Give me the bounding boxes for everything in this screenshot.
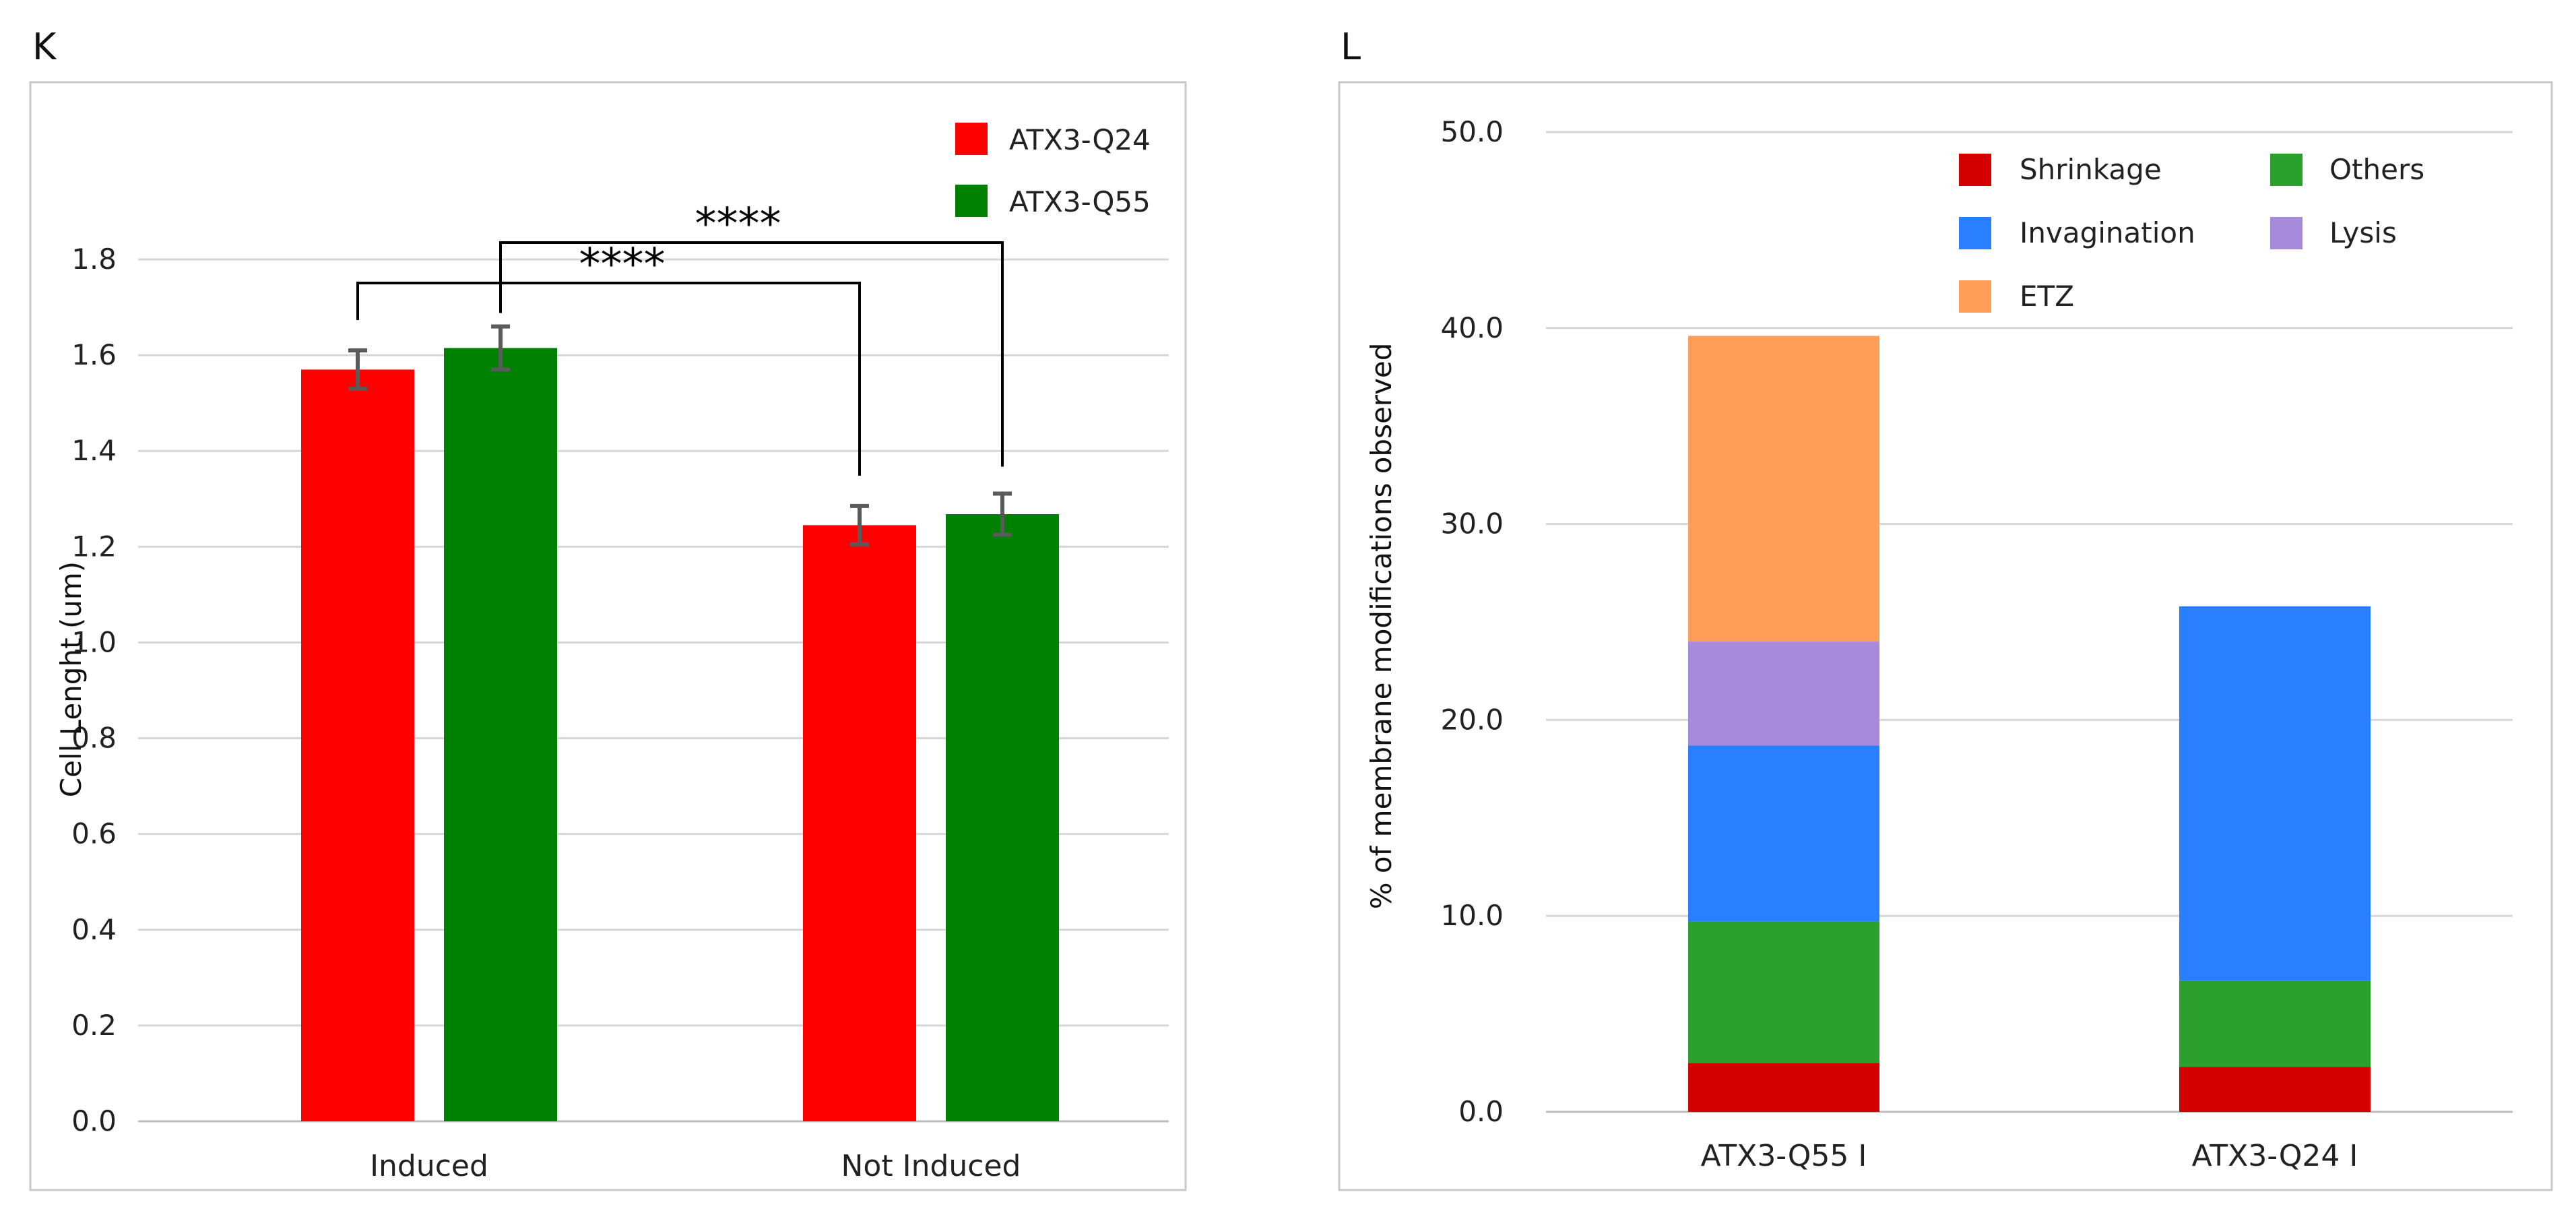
k-legend-swatch-q24 — [955, 123, 988, 155]
k-significance-label: **** — [695, 199, 781, 249]
k-y-tick-label: 0.2 — [71, 1009, 117, 1042]
k-y-axis-label: Cell Lenght (um) — [55, 561, 88, 797]
k-y-tick-label: 0.4 — [71, 913, 117, 946]
l-legend-swatch-others — [2270, 154, 2303, 186]
l-bar-segment — [1688, 336, 1879, 642]
l-x-tick-label: ATX3-Q24 I — [2192, 1139, 2358, 1173]
k-error-bar — [850, 503, 869, 546]
k-bar — [803, 525, 916, 1121]
l-bar-segment — [1688, 921, 1879, 1063]
k-y-tick-label: 1.0 — [71, 625, 117, 658]
l-bar-segment — [2179, 606, 2371, 981]
l-legend-swatch-lysis — [2270, 217, 2303, 249]
l-bar-segment — [1688, 1063, 1879, 1112]
l-bar-segment — [1688, 745, 1879, 922]
l-bar-segment — [2179, 1067, 2371, 1112]
k-error-bar — [348, 348, 367, 391]
k-y-tick-label: 1.2 — [71, 530, 117, 563]
k-legend-swatch-q55 — [955, 185, 988, 217]
k-bar — [946, 514, 1059, 1121]
k-bars — [301, 348, 1059, 1122]
k-x-tick-labels: Induced Not Induced — [370, 1149, 1021, 1183]
k-y-tick-labels: 0.0 0.2 0.4 0.6 0.8 1.0 1.2 1.4 1.6 1.8 — [71, 243, 117, 1137]
k-x-tick-label: Not Induced — [841, 1149, 1021, 1183]
k-bar — [444, 348, 557, 1121]
l-x-tick-label: ATX3-Q55 I — [1701, 1139, 1867, 1173]
k-legend[interactable]: ATX3-Q24 ATX3-Q55 — [955, 123, 1151, 218]
l-bar-segment — [1688, 642, 1879, 746]
k-significance: **** **** — [356, 199, 1004, 476]
l-y-axis-label: % of membrane modifications observed — [1365, 343, 1398, 910]
k-y-tick-label: 1.6 — [71, 338, 117, 371]
l-y-tick-label: 20.0 — [1440, 703, 1504, 736]
l-x-tick-labels: ATX3-Q55 I ATX3-Q24 I — [1701, 1139, 2358, 1173]
l-y-tick-label: 40.0 — [1440, 311, 1504, 344]
k-legend-label-q55: ATX3-Q55 — [1009, 185, 1151, 218]
l-bar-segment — [2179, 980, 2371, 1067]
l-legend-label-lysis: Lysis — [2329, 216, 2397, 249]
k-y-tick-label: 0.6 — [71, 817, 117, 850]
l-y-tick-label: 30.0 — [1440, 507, 1504, 540]
k-legend-label-q24: ATX3-Q24 — [1009, 123, 1151, 156]
k-y-tick-label: 1.4 — [71, 434, 117, 467]
k-error-bar — [993, 491, 1012, 537]
l-legend-swatch-shrinkage — [1959, 154, 1991, 186]
l-y-tick-label: 0.0 — [1458, 1095, 1504, 1128]
l-y-tick-label: 10.0 — [1440, 899, 1504, 932]
k-significance-bracket — [356, 282, 861, 476]
l-legend-label-shrinkage: Shrinkage — [2020, 153, 2162, 186]
l-y-tick-label: 50.0 — [1440, 115, 1504, 148]
l-legend-swatch-invagination — [1959, 217, 1991, 249]
l-legend[interactable]: Shrinkage Others Invagination Lysis ETZ — [1959, 153, 2424, 313]
panel-k-frame — [29, 81, 1187, 1191]
l-legend-swatch-etz — [1959, 280, 1991, 313]
k-y-tick-label: 1.8 — [71, 243, 117, 276]
panel-label-k: K — [32, 26, 57, 68]
l-legend-label-others: Others — [2329, 153, 2424, 186]
l-legend-label-etz: ETZ — [2020, 280, 2074, 313]
l-y-tick-labels: 0.0 10.0 20.0 30.0 40.0 50.0 — [1440, 115, 1504, 1128]
k-significance-label: **** — [579, 240, 666, 290]
k-significance-bracket — [499, 241, 1004, 467]
k-y-tick-label: 0.0 — [71, 1104, 117, 1137]
panel-k: K 0.0 0.2 0.4 0.6 0.8 1.0 1.2 1.4 1.6 1.8 Cell Le… — [29, 26, 1187, 1191]
k-x-tick-label: Induced — [370, 1149, 488, 1183]
panel-l-frame — [1338, 81, 2553, 1191]
panel-l: L 0.0 10.0 20.0 30.0 40.0 50.0 % of membrane … — [1338, 26, 2553, 1191]
l-legend-label-invagination: Invagination — [2020, 216, 2195, 249]
k-error-bars — [348, 324, 1012, 546]
l-stacked-bars — [1688, 336, 2371, 1112]
k-y-tick-label: 0.8 — [71, 722, 117, 755]
k-error-bar — [491, 324, 510, 372]
panel-label-l: L — [1341, 26, 1361, 68]
k-bar — [301, 369, 414, 1122]
